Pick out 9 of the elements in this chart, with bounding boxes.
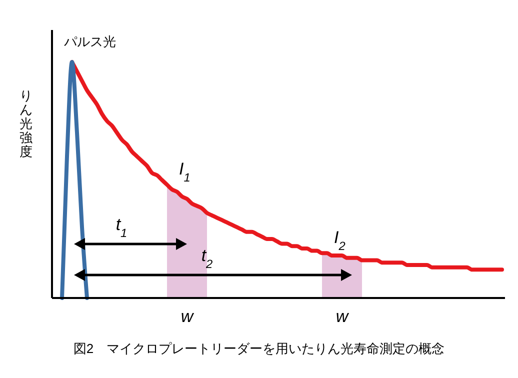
text: 図2 マイクロプレートリーダーを用いたりん光寿命測定の概念 [73, 341, 445, 356]
text: パルス光 [63, 34, 116, 49]
text: w [180, 307, 195, 326]
text: w [336, 307, 350, 326]
annotation: I$_{2}$ [334, 228, 346, 254]
annotation: t$_{2}$ [201, 246, 214, 271]
annotation: I$_{1}$ [179, 160, 190, 185]
annotation: t$_{1}$ [116, 215, 128, 240]
y-axis-title: りん光強度 [20, 88, 32, 159]
